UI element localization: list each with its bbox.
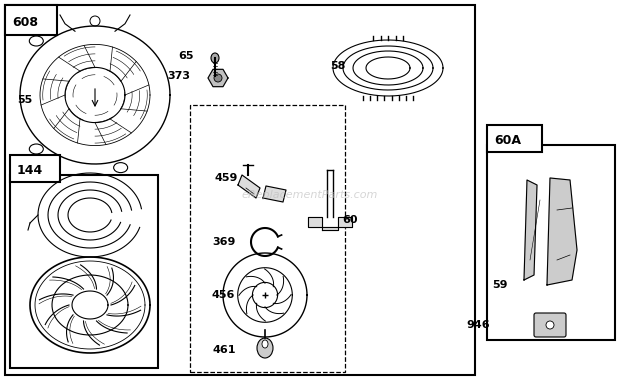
Text: 55: 55 — [17, 95, 32, 105]
Text: 144: 144 — [17, 163, 43, 176]
Text: 65: 65 — [179, 51, 194, 61]
Text: 58: 58 — [330, 61, 346, 71]
Text: 946: 946 — [466, 320, 490, 330]
Polygon shape — [308, 217, 352, 230]
Text: 608: 608 — [12, 16, 38, 29]
Bar — [10, 155, 60, 182]
Text: 60: 60 — [342, 215, 358, 225]
Ellipse shape — [262, 340, 268, 348]
Polygon shape — [263, 186, 286, 202]
Circle shape — [214, 74, 222, 82]
Text: 461: 461 — [213, 345, 236, 355]
Bar — [487, 145, 615, 340]
Polygon shape — [547, 178, 577, 285]
Bar — [487, 125, 542, 152]
Polygon shape — [238, 175, 260, 198]
Bar — [5, 5, 475, 375]
Text: 369: 369 — [213, 237, 236, 247]
Text: 59: 59 — [492, 280, 508, 290]
Text: 456: 456 — [211, 290, 235, 300]
Bar — [190, 105, 345, 372]
Text: 459: 459 — [215, 173, 238, 183]
Bar — [10, 175, 158, 368]
Text: eReplacementParts.com: eReplacementParts.com — [242, 190, 378, 200]
Polygon shape — [208, 70, 228, 87]
Ellipse shape — [257, 338, 273, 358]
FancyBboxPatch shape — [534, 313, 566, 337]
Bar — [5, 5, 57, 35]
Text: 373: 373 — [167, 71, 190, 81]
Circle shape — [546, 321, 554, 329]
Text: 60A: 60A — [494, 133, 521, 147]
Ellipse shape — [211, 53, 219, 63]
Polygon shape — [524, 180, 537, 280]
